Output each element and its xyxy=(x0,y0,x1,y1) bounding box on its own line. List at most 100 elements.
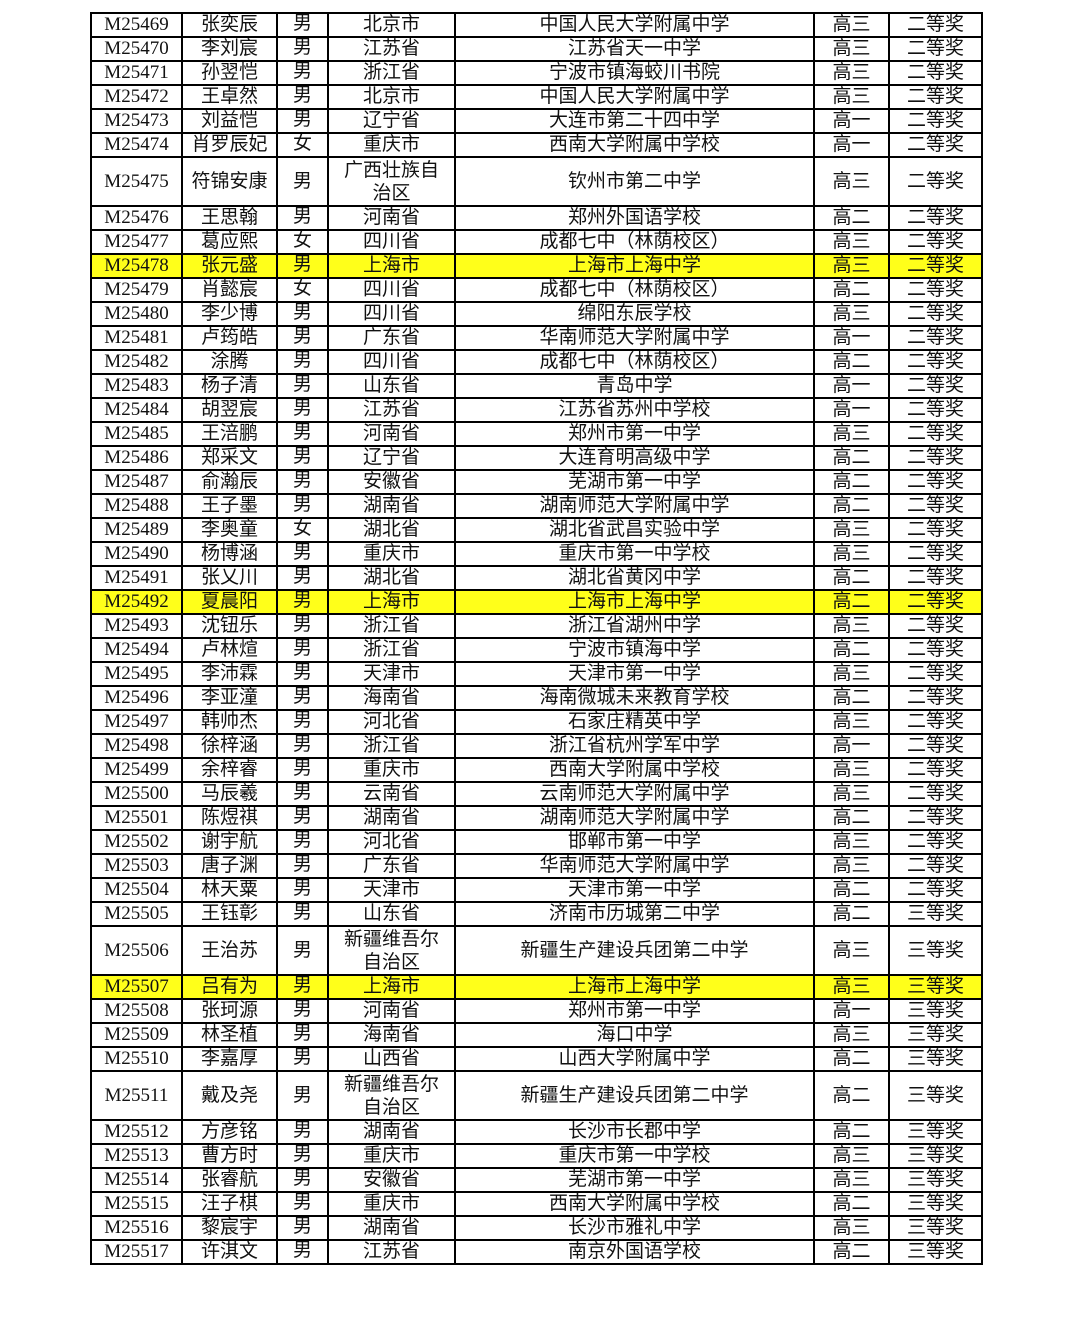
region-cell: 江苏省 xyxy=(327,397,456,423)
student-id-cell: M25481 xyxy=(90,325,183,351)
grade-cell: 高三 xyxy=(813,613,890,639)
table-row: M25516 黎宸宇男湖南省 长沙市雅礼中学 高三 三等奖 xyxy=(90,1215,983,1241)
table-row-highlighted: M25478 张元盛男上海市 上海市上海中学 高三 二等奖 xyxy=(90,253,983,279)
table-row: M25485 王涪鹏男河南省 郑州市第一中学 高三 二等奖 xyxy=(90,421,983,447)
award-cell: 二等奖 xyxy=(888,325,983,351)
award-cell: 二等奖 xyxy=(888,589,983,615)
gender-cell: 男 xyxy=(276,781,329,807)
gender-cell: 男 xyxy=(276,1191,329,1217)
award-cell: 二等奖 xyxy=(888,445,983,471)
table-row: M25514 张睿航男安徽省 芜湖市第一中学 高三 三等奖 xyxy=(90,1167,983,1193)
gender-cell: 男 xyxy=(276,421,329,447)
name-cell: 汪子棋 xyxy=(181,1191,278,1217)
table-row: M25488 王子墨男湖南省 湖南师范大学附属中学 高二 二等奖 xyxy=(90,493,983,519)
region-cell: 上海市 xyxy=(327,974,456,1000)
name-cell: 王钰彰 xyxy=(181,901,278,927)
table-row: M25479 肖懿宸女四川省 成都七中（林荫校区） 高二 二等奖 xyxy=(90,277,983,303)
school-cell: 郑州市第一中学 xyxy=(454,421,815,447)
table-row: M25482 涂腾男四川省 成都七中（林荫校区） 高二 二等奖 xyxy=(90,349,983,375)
gender-cell: 男 xyxy=(276,36,329,62)
name-cell: 李沛霖 xyxy=(181,661,278,687)
grade-cell: 高三 xyxy=(813,36,890,62)
school-cell: 重庆市第一中学校 xyxy=(454,1143,815,1169)
grade-cell: 高三 xyxy=(813,84,890,110)
student-id-cell: M25515 xyxy=(90,1191,183,1217)
award-cell: 二等奖 xyxy=(888,60,983,86)
region-cell: 河南省 xyxy=(327,421,456,447)
gender-cell: 男 xyxy=(276,613,329,639)
gender-cell: 男 xyxy=(276,349,329,375)
name-cell: 张乂川 xyxy=(181,565,278,591)
table-row: M25480 李少博男四川省 绵阳东辰学校 高三 二等奖 xyxy=(90,301,983,327)
grade-cell: 高二 xyxy=(813,901,890,927)
table-row: M25489 李奥童女湖北省 湖北省武昌实验中学 高三 二等奖 xyxy=(90,517,983,543)
award-cell: 二等奖 xyxy=(888,373,983,399)
school-cell: 湖北省武昌实验中学 xyxy=(454,517,815,543)
name-cell: 吕有为 xyxy=(181,974,278,1000)
name-cell: 杨博涵 xyxy=(181,541,278,567)
gender-cell: 男 xyxy=(276,661,329,687)
gender-cell: 男 xyxy=(276,1167,329,1193)
school-cell: 西南大学附属中学校 xyxy=(454,757,815,783)
region-cell: 广东省 xyxy=(327,325,456,351)
award-cell: 二等奖 xyxy=(888,637,983,663)
table-row: M25484 胡翌宸男江苏省 江苏省苏州中学校 高一 二等奖 xyxy=(90,397,983,423)
school-cell: 湖北省黄冈中学 xyxy=(454,565,815,591)
gender-cell: 女 xyxy=(276,517,329,543)
name-cell: 李嘉厚 xyxy=(181,1046,278,1072)
student-id-cell: M25509 xyxy=(90,1022,183,1048)
school-cell: 天津市第一中学 xyxy=(454,661,815,687)
award-cell: 二等奖 xyxy=(888,877,983,903)
school-cell: 江苏省苏州中学校 xyxy=(454,397,815,423)
name-cell: 刘益恺 xyxy=(181,108,278,134)
table-row: M25472 王卓然男北京市 中国人民大学附属中学 高三 二等奖 xyxy=(90,84,983,110)
region-cell: 辽宁省 xyxy=(327,445,456,471)
gender-cell: 男 xyxy=(276,493,329,519)
student-id-cell: M25510 xyxy=(90,1046,183,1072)
award-cell: 二等奖 xyxy=(888,757,983,783)
grade-cell: 高三 xyxy=(813,709,890,735)
table-row: M25475 符锦安康男广西壮族自治区 钦州市第二中学 高三 二等奖 xyxy=(90,156,983,207)
grade-cell: 高二 xyxy=(813,1070,890,1121)
region-cell: 海南省 xyxy=(327,1022,456,1048)
name-cell: 杨子清 xyxy=(181,373,278,399)
name-cell: 李奥童 xyxy=(181,517,278,543)
grade-cell: 高二 xyxy=(813,469,890,495)
school-cell: 西南大学附属中学校 xyxy=(454,1191,815,1217)
name-cell: 胡翌宸 xyxy=(181,397,278,423)
table-row: M25515 汪子棋男重庆市 西南大学附属中学校 高二 三等奖 xyxy=(90,1191,983,1217)
name-cell: 孙翌恺 xyxy=(181,60,278,86)
region-cell: 四川省 xyxy=(327,301,456,327)
name-cell: 戴及尧 xyxy=(181,1070,278,1121)
school-cell: 钦州市第二中学 xyxy=(454,156,815,207)
student-id-cell: M25517 xyxy=(90,1239,183,1265)
school-cell: 邯郸市第一中学 xyxy=(454,829,815,855)
student-id-cell: M25486 xyxy=(90,445,183,471)
region-cell: 天津市 xyxy=(327,661,456,687)
gender-cell: 男 xyxy=(276,1239,329,1265)
award-cell: 二等奖 xyxy=(888,205,983,231)
award-cell: 二等奖 xyxy=(888,781,983,807)
table-row: M25509 林圣植男海南省 海口中学 高三 三等奖 xyxy=(90,1022,983,1048)
gender-cell: 男 xyxy=(276,253,329,279)
name-cell: 徐梓涵 xyxy=(181,733,278,759)
school-cell: 上海市上海中学 xyxy=(454,253,815,279)
school-cell: 浙江省湖州中学 xyxy=(454,613,815,639)
award-list-table: M25469 张奕辰男北京市 中国人民大学附属中学 高三 二等奖 M25470 李刘宸男江苏… xyxy=(90,12,983,1265)
award-cell: 三等奖 xyxy=(888,1143,983,1169)
student-id-cell: M25484 xyxy=(90,397,183,423)
region-cell: 云南省 xyxy=(327,781,456,807)
student-id-cell: M25482 xyxy=(90,349,183,375)
gender-cell: 男 xyxy=(276,974,329,1000)
school-cell: 宁波市镇海蛟川书院 xyxy=(454,60,815,86)
school-cell: 重庆市第一中学校 xyxy=(454,541,815,567)
grade-cell: 高三 xyxy=(813,925,890,976)
region-cell: 浙江省 xyxy=(327,613,456,639)
school-cell: 西南大学附属中学校 xyxy=(454,132,815,158)
gender-cell: 男 xyxy=(276,1022,329,1048)
table-body: M25469 张奕辰男北京市 中国人民大学附属中学 高三 二等奖 M25470 李刘宸男江苏… xyxy=(90,12,983,1265)
school-cell: 成都七中（林荫校区） xyxy=(454,277,815,303)
award-cell: 三等奖 xyxy=(888,1046,983,1072)
table-row: M25490 杨博涵男重庆市 重庆市第一中学校 高三 二等奖 xyxy=(90,541,983,567)
grade-cell: 高二 xyxy=(813,493,890,519)
